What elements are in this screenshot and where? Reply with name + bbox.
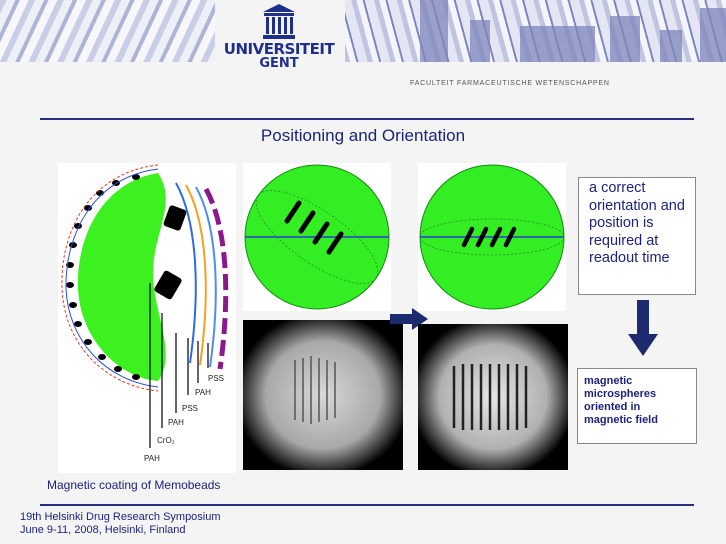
- down-arrow-icon: [628, 300, 658, 356]
- layer-arc: [203, 187, 229, 370]
- layer-label: PSS: [208, 374, 224, 383]
- layer-arc: [175, 182, 197, 364]
- logo-gent: GENT: [259, 56, 299, 71]
- coating-diagram: PSS PAH PSS PAH CrO₂ PAH: [58, 163, 236, 473]
- barcode-stripes: [284, 200, 344, 255]
- university-building-icon: [263, 4, 295, 39]
- right-arrow-icon: [390, 308, 428, 330]
- micrograph-unoriented: [243, 320, 403, 470]
- top-divider: [40, 118, 694, 120]
- bottom-divider: [40, 504, 694, 506]
- footer: 19th Helsinki Drug Research Symposium Ju…: [20, 511, 221, 537]
- layer-arc: [65, 168, 159, 388]
- banner-building: [610, 16, 640, 62]
- orientation-note: a correct orientation and position is re…: [578, 177, 696, 295]
- logo-university: UNIVERSITEIT: [223, 40, 335, 58]
- oriented-microspheres-note: magnetic microspheres oriented in magnet…: [577, 368, 697, 444]
- layer-arrows: [149, 283, 209, 448]
- layer-arc: [195, 186, 217, 368]
- faculty-name: Faculteit Farmaceutische Wetenschappen: [410, 80, 610, 87]
- layer-arc: [185, 184, 207, 366]
- university-logo: UNIVERSITEIT GENT: [216, 2, 342, 76]
- cro2-particles: [66, 174, 187, 380]
- layer-label: PAH: [144, 454, 160, 463]
- layer-label: PAH: [195, 388, 211, 397]
- layer-arc: [61, 164, 159, 392]
- layer-labels: PSS PAH PSS PAH CrO₂ PAH: [144, 374, 224, 463]
- barcode-stripes: [461, 226, 517, 248]
- banner-left-image: [0, 0, 215, 62]
- banner-building: [660, 30, 682, 62]
- footer-line-1: 19th Helsinki Drug Research Symposium: [20, 511, 221, 523]
- micrograph-oriented: [418, 324, 568, 470]
- micrograph-stripes: [452, 364, 528, 430]
- header-banner: [0, 0, 726, 62]
- layer-label: CrO₂: [157, 436, 175, 445]
- micrograph-stripes: [294, 356, 336, 424]
- sphere-oriented: [418, 163, 566, 311]
- footer-line-2: June 9-11, 2008, Helsinki, Finland: [20, 524, 186, 536]
- diagram-caption: Magnetic coating of Memobeads: [47, 478, 221, 492]
- banner-building: [420, 0, 448, 62]
- sphere-equator: [255, 190, 379, 284]
- coating-diagram-svg: PSS PAH PSS PAH CrO₂ PAH: [61, 164, 229, 463]
- slide-title: Positioning and Orientation: [260, 126, 466, 145]
- sphere-unoriented: [243, 163, 391, 311]
- layer-label: PAH: [168, 418, 184, 427]
- layer-label: PSS: [182, 404, 198, 413]
- banner-building: [470, 20, 490, 62]
- banner-building: [700, 8, 726, 62]
- banner-building: [520, 26, 595, 62]
- bead-core: [77, 173, 166, 381]
